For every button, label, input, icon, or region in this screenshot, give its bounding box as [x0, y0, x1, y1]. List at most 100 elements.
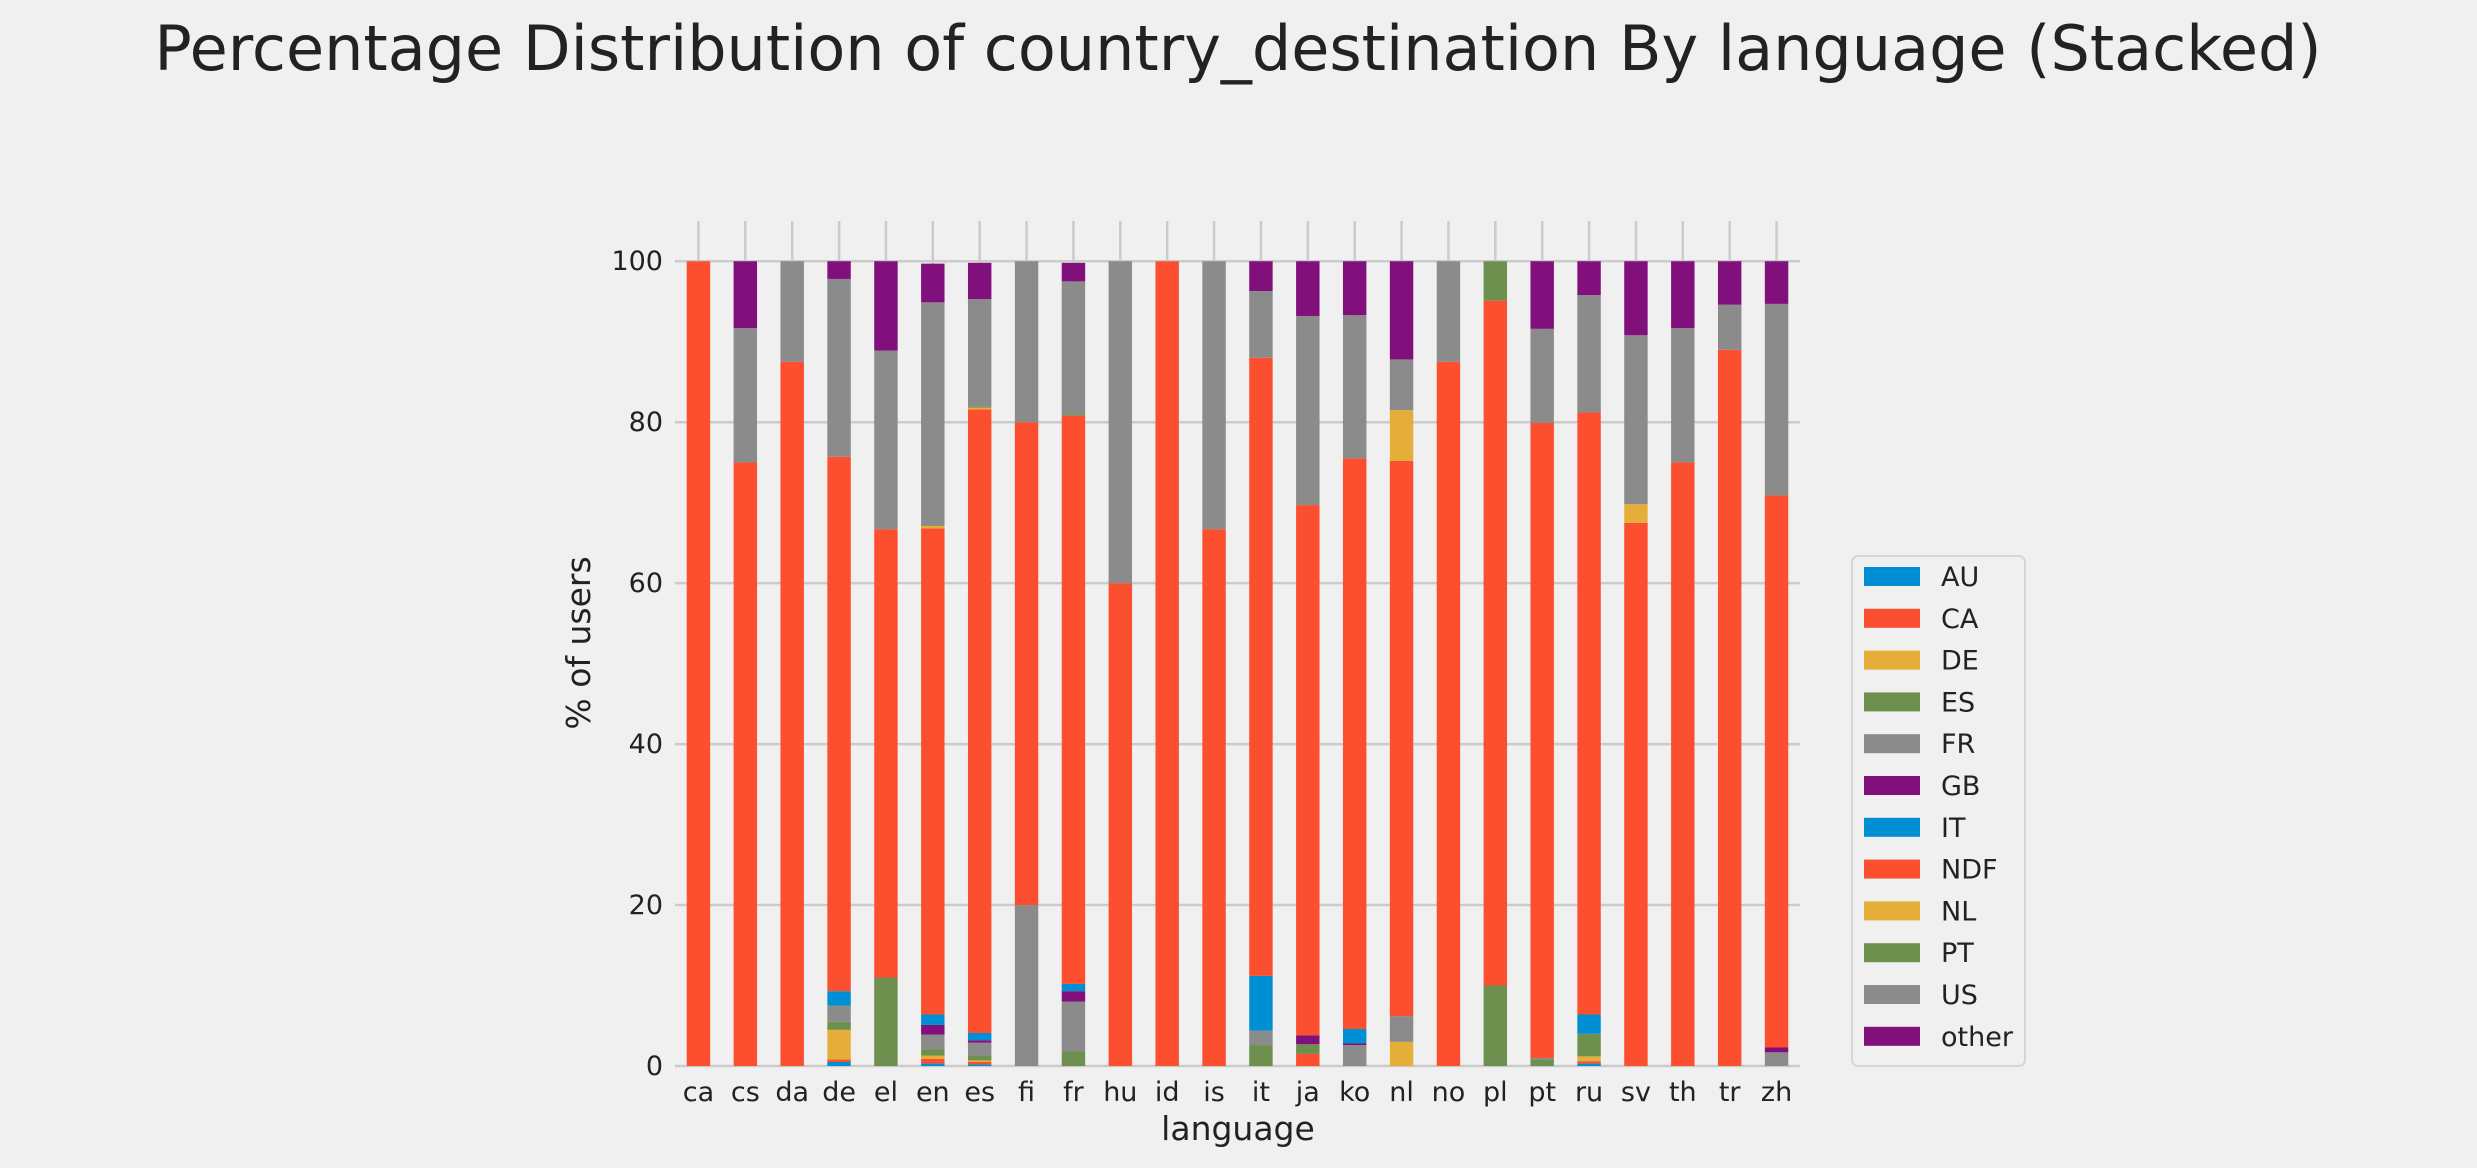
bar-segment-US	[1436, 261, 1461, 362]
x-tick-label: cs	[731, 1077, 760, 1108]
legend: AU CA DE ES FR GB IT NDF NL PT US other	[1851, 555, 2026, 1067]
bar-segment-IT	[1061, 983, 1086, 992]
bar-segment-US	[1530, 328, 1554, 423]
legend-item: ES	[1864, 687, 1975, 718]
legend-swatch	[1864, 859, 1920, 879]
legend-item: PT	[1864, 938, 1974, 969]
legend-label: FR	[1941, 729, 1975, 760]
bar-segment-FR	[1061, 1001, 1086, 1052]
bar-segment-IT	[967, 1033, 992, 1041]
bar-segment-NL	[1389, 410, 1414, 461]
legend-item: FR	[1864, 729, 1975, 760]
bar-segment-NDF	[1530, 422, 1554, 1058]
bar-segment-CA	[827, 1059, 851, 1062]
x-tick-label: ru	[1575, 1077, 1603, 1108]
bar-segment-ES	[1577, 1033, 1601, 1057]
bar-segment-DE	[1389, 1041, 1414, 1066]
x-tick-label: en	[916, 1077, 950, 1108]
bar-segment-other	[1530, 261, 1554, 329]
bar-segment-CA	[921, 1058, 945, 1064]
y-tick-label: 80	[629, 407, 663, 438]
bar-segment-NDF	[733, 462, 758, 1066]
bar-stack-th	[1671, 261, 1695, 1066]
bar-segment-NDF	[1202, 529, 1226, 1066]
bar-segment-IT	[1577, 1014, 1601, 1034]
bar-segment-NDF	[1249, 357, 1273, 976]
bar-segment-FR	[827, 1005, 851, 1022]
bar-segment-AU	[921, 1063, 945, 1066]
x-tick-label: pl	[1483, 1077, 1508, 1108]
legend-item: other	[1864, 1022, 2014, 1053]
bar-segment-US	[1108, 261, 1133, 584]
bar-segment-US	[733, 328, 758, 463]
legend-swatch	[1864, 608, 1920, 628]
bar-segment-NDF	[780, 361, 804, 1066]
bar-segment-IT	[921, 1014, 945, 1025]
bar-segment-US	[1717, 304, 1742, 350]
bar-segment-FR	[1389, 1016, 1414, 1042]
bar-segment-NDF	[1483, 300, 1508, 986]
legend-frame	[1851, 555, 2026, 1067]
bar-stack-tr	[1717, 261, 1742, 1066]
bar-segment-FR	[1014, 905, 1039, 1066]
bar-segment-FR	[1764, 1052, 1789, 1066]
bar-stack-el	[874, 261, 898, 1066]
legend-item: IT	[1864, 813, 1966, 844]
bar-segment-other	[1061, 262, 1086, 282]
bar-segment-NDF	[1061, 415, 1086, 984]
bar-stack-es	[967, 262, 992, 1066]
bar-segment-other	[1764, 261, 1789, 304]
bar-segment-ES	[1530, 1059, 1554, 1066]
bar-segment-NDF	[1342, 458, 1367, 1029]
bar-segment-DE	[1577, 1056, 1601, 1062]
legend-swatch	[1864, 1026, 1920, 1046]
bar-segment-other	[874, 261, 898, 351]
legend-label: other	[1941, 1022, 2014, 1053]
bar-segment-US	[921, 302, 945, 526]
legend-label: GB	[1941, 771, 1980, 802]
legend-item: AU	[1864, 562, 1979, 593]
x-tick-label: ja	[1295, 1077, 1320, 1108]
y-tick-label: 40	[629, 729, 663, 760]
legend-label: CA	[1941, 604, 1979, 635]
bar-segment-NDF	[1155, 261, 1179, 1066]
chart-title: Percentage Distribution of country_desti…	[154, 12, 2321, 85]
bar-stack-ko	[1342, 261, 1367, 1066]
bar-segment-GB	[1061, 991, 1086, 1002]
bar-segment-other	[1389, 261, 1414, 360]
bar-segment-US	[1577, 295, 1601, 413]
bar-stack-is	[1202, 261, 1226, 1066]
legend-item: DE	[1864, 646, 1979, 677]
bar-segment-ES	[1249, 1045, 1273, 1066]
bar-segment-US	[827, 278, 851, 457]
legend-swatch	[1864, 901, 1920, 921]
bar-stack-no	[1436, 261, 1461, 1066]
legend-swatch	[1864, 985, 1920, 1004]
bar-segment-NDF	[967, 409, 992, 1034]
y-tick-label: 60	[629, 568, 663, 599]
x-tick-label: id	[1155, 1077, 1180, 1108]
bar-segment-other	[733, 261, 758, 329]
x-tick-label: hu	[1103, 1077, 1137, 1108]
bar-segment-GB	[921, 1024, 945, 1035]
y-axis-label: % of users	[559, 556, 598, 729]
bar-segment-PT	[921, 525, 945, 527]
bar-stack-ca	[686, 261, 711, 1066]
bar-segment-NDF	[1436, 361, 1461, 1066]
bar-segment-FR	[921, 1034, 945, 1050]
x-tick-label: el	[874, 1077, 898, 1108]
legend-items: AU CA DE ES FR GB IT NDF NL PT US other	[1864, 562, 2014, 1053]
bar-segment-NDF	[686, 261, 711, 1066]
x-tick-label: de	[822, 1077, 856, 1108]
legend-swatch	[1864, 734, 1920, 754]
bar-segment-US	[1296, 315, 1320, 506]
bar-segment-other	[1249, 261, 1273, 292]
bar-segment-GB	[1764, 1047, 1789, 1053]
bar-segment-ES	[921, 1049, 945, 1056]
bar-segment-GB	[1342, 1043, 1367, 1046]
bar-segment-FR	[1530, 1057, 1554, 1060]
bar-segment-US	[1202, 261, 1226, 530]
x-tick-label: da	[775, 1077, 809, 1108]
bar-segment-IT	[1342, 1028, 1367, 1044]
